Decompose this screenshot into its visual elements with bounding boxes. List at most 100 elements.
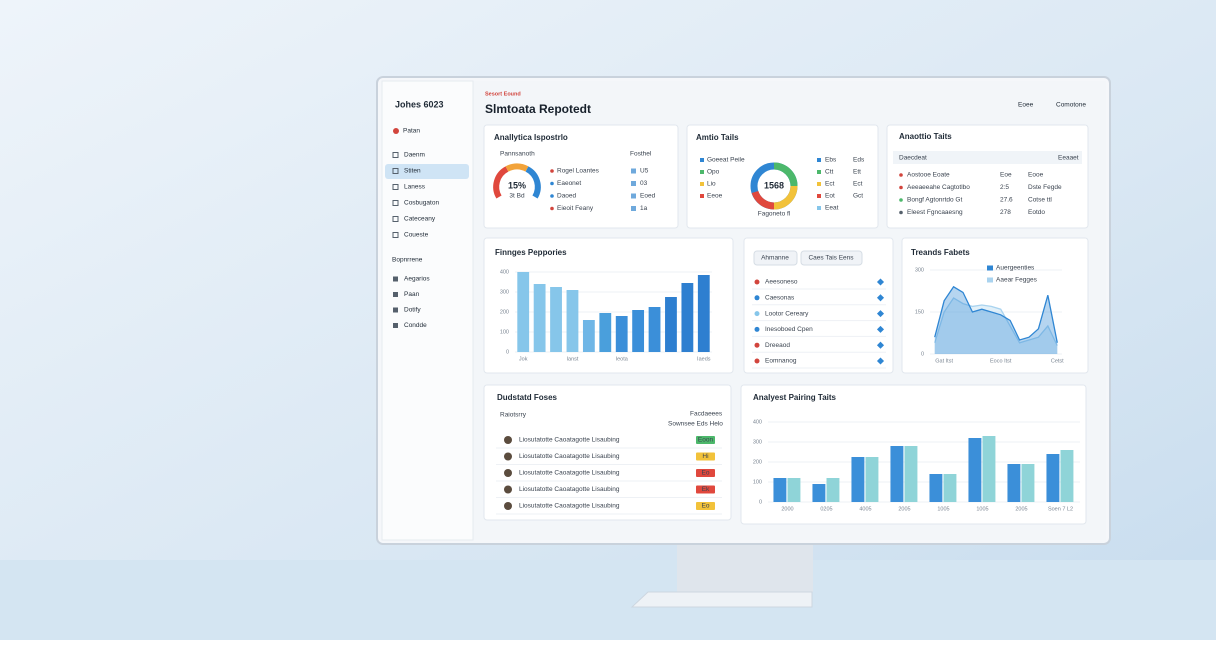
x-tick-label: 0205 bbox=[820, 506, 832, 512]
button[interactable] bbox=[753, 250, 798, 266]
diamond bbox=[876, 310, 885, 318]
bar bbox=[968, 438, 982, 502]
legend: Opo bbox=[707, 169, 720, 176]
dot bbox=[754, 295, 760, 301]
bar bbox=[648, 307, 661, 352]
bar bbox=[582, 320, 595, 352]
badge-label: Hi bbox=[702, 453, 708, 460]
icon bbox=[631, 193, 636, 199]
swatch bbox=[700, 194, 704, 198]
legend: Ctt bbox=[825, 169, 834, 176]
nav-item: Cateceany bbox=[404, 216, 436, 223]
bar bbox=[566, 290, 579, 352]
bar bbox=[681, 283, 694, 352]
x-tick-label: Cetst bbox=[1051, 358, 1064, 364]
bar bbox=[787, 478, 801, 502]
bar bbox=[904, 446, 918, 502]
cell: Dste Fegde bbox=[1028, 184, 1062, 191]
row-label: Eomnanog bbox=[765, 358, 797, 365]
row-value: 03 bbox=[640, 180, 648, 187]
x-tick-label: Gat Itst bbox=[935, 358, 953, 364]
bar bbox=[1021, 464, 1035, 502]
user: Patan bbox=[403, 128, 420, 135]
x-tick-label: Eoco Itst bbox=[990, 358, 1012, 364]
dot bbox=[754, 311, 760, 317]
thumb bbox=[504, 436, 512, 444]
legend-label: Aaear Fegges bbox=[996, 277, 1038, 284]
label: Raiotsrry bbox=[500, 412, 527, 419]
line bbox=[934, 297, 1058, 346]
dot bbox=[899, 210, 903, 215]
nav-item: Condde bbox=[404, 322, 427, 329]
dot bbox=[899, 185, 903, 190]
badge bbox=[696, 502, 715, 510]
column: Eeaaet bbox=[1058, 155, 1079, 162]
x-tick-label: Iaeds bbox=[697, 356, 711, 362]
bar bbox=[826, 478, 840, 502]
dot bbox=[550, 206, 554, 211]
brand: Johes 6023 bbox=[395, 99, 444, 109]
nav-icon bbox=[393, 307, 398, 313]
nav-item: Aegarios bbox=[404, 276, 430, 283]
page-title: Slmtoata Repotedt bbox=[485, 102, 591, 116]
y-tick-label: 100 bbox=[500, 329, 509, 335]
row-label: Caesonas bbox=[765, 295, 795, 302]
legend: Ett bbox=[853, 169, 861, 176]
y-tick-label: 0 bbox=[921, 351, 924, 357]
nav-item: Stiten bbox=[404, 168, 421, 175]
x-tick-label: 1005 bbox=[937, 506, 949, 512]
x-tick-label: 2000 bbox=[781, 506, 793, 512]
icon bbox=[631, 168, 636, 174]
row-label: Aeesoneso bbox=[765, 279, 798, 286]
bar bbox=[632, 310, 645, 352]
chart-title: Finnges Peppories bbox=[495, 248, 567, 257]
area bbox=[934, 286, 1058, 354]
thumb bbox=[504, 502, 512, 510]
swatch bbox=[817, 170, 821, 174]
table-header bbox=[893, 151, 1082, 164]
nav-item: Coueste bbox=[404, 232, 429, 239]
cell: 278 bbox=[1000, 209, 1011, 216]
y-tick-label: 0 bbox=[506, 349, 509, 355]
row-label: Inesoboed Cpen bbox=[765, 326, 813, 333]
dot bbox=[754, 279, 760, 285]
card bbox=[743, 237, 894, 374]
y-tick-label: 400 bbox=[753, 419, 762, 425]
x-tick-label: Ianst bbox=[566, 356, 578, 362]
bar bbox=[599, 313, 612, 352]
gauge-sub: 3t Bd bbox=[509, 193, 525, 200]
bar bbox=[943, 474, 957, 502]
desk bbox=[0, 560, 1216, 640]
sidebar-active bbox=[385, 164, 469, 179]
badge-label: Eo bbox=[702, 470, 710, 477]
section: Bopnrrene bbox=[392, 257, 423, 264]
card bbox=[901, 237, 1089, 374]
badge bbox=[696, 469, 715, 477]
card-title: Anallytica Ispostrlo bbox=[494, 133, 568, 142]
legend: Eot bbox=[825, 193, 835, 200]
bar bbox=[865, 457, 879, 502]
legend-label: Auergeenties bbox=[996, 265, 1035, 272]
chart-title: Treands Fabets bbox=[911, 248, 970, 257]
row-value: Eoed bbox=[640, 193, 656, 200]
icon bbox=[631, 206, 636, 211]
bar bbox=[533, 284, 546, 352]
y-tick-label: 0 bbox=[759, 499, 762, 505]
badge-label: Eo bbox=[702, 503, 710, 510]
y-tick-label: 400 bbox=[500, 269, 509, 275]
nav-icon bbox=[393, 276, 398, 282]
x-tick-label: 2005 bbox=[1015, 506, 1027, 512]
row-label: Liosutatotte Caoatagotte Lisaubing bbox=[519, 503, 620, 510]
bar bbox=[550, 287, 562, 352]
avatar bbox=[393, 128, 399, 134]
action: Comotone bbox=[1056, 102, 1086, 109]
y-tick-label: 300 bbox=[500, 289, 509, 295]
button[interactable] bbox=[800, 250, 863, 266]
bar bbox=[929, 474, 943, 502]
legend: Eds bbox=[853, 157, 865, 164]
bar bbox=[1046, 454, 1060, 502]
cell: Eotdo bbox=[1028, 209, 1045, 216]
label: Pannsanoth bbox=[500, 151, 535, 158]
card bbox=[483, 384, 732, 521]
legend-swatch bbox=[987, 277, 993, 283]
